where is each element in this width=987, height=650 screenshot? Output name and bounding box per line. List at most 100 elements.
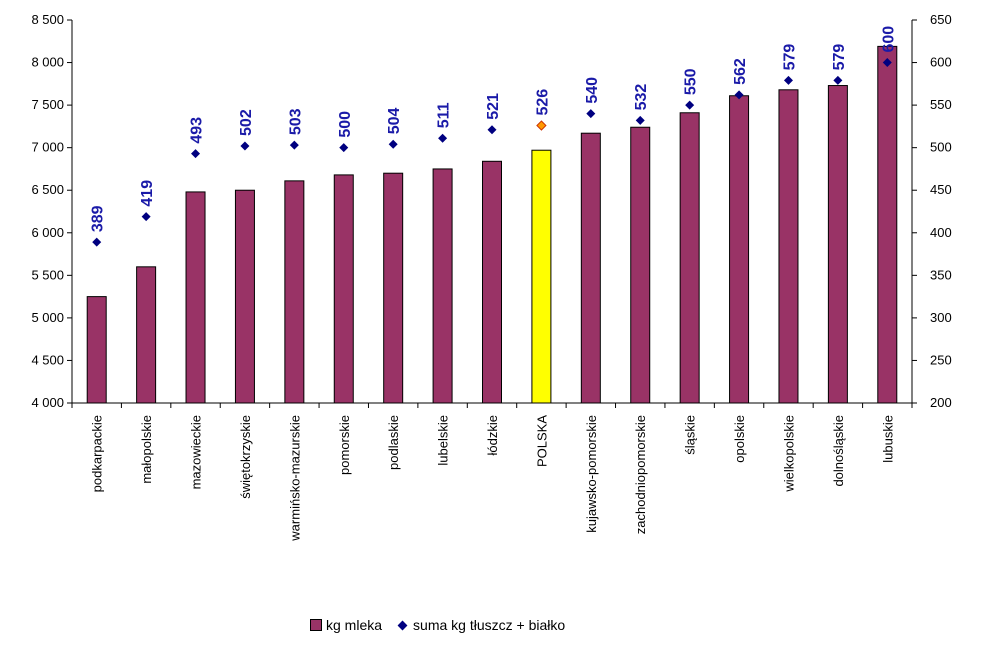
y-left-tick-label: 6 000 xyxy=(31,225,64,240)
legend-item-bars: kg mleka xyxy=(310,617,382,633)
bar xyxy=(729,95,750,404)
y-right-tick-label: 650 xyxy=(930,12,952,27)
data-label: 550 xyxy=(683,68,700,95)
point xyxy=(685,100,695,110)
y-right-tick-label: 550 xyxy=(930,97,952,112)
legend: kg mleka suma kg tłuszcz + białko xyxy=(310,617,565,633)
x-tick-label: POLSKA xyxy=(534,415,549,467)
point xyxy=(92,237,102,247)
bar xyxy=(778,89,799,404)
data-label: 500 xyxy=(337,111,354,138)
bar xyxy=(136,266,157,404)
y-left-tick-label: 8 500 xyxy=(31,12,64,27)
y-right-tick-label: 450 xyxy=(930,182,952,197)
data-labels: 389 419 493 502 503 500 504 511 521 526 540 532 550 5… xyxy=(90,26,898,232)
data-label: 579 xyxy=(831,44,848,71)
legend-marker-points xyxy=(397,620,408,630)
data-label: 521 xyxy=(485,93,502,120)
point xyxy=(191,149,201,159)
x-tick-label: zachodniopomorskie xyxy=(633,415,648,534)
point xyxy=(586,109,596,119)
y-right-tick-label: 350 xyxy=(930,267,952,282)
x-tick-label: pomorskie xyxy=(337,415,352,475)
y-right-tick-label: 250 xyxy=(930,352,952,367)
x-tick-label: mazowieckie xyxy=(189,415,204,489)
bar xyxy=(630,126,651,404)
point xyxy=(734,90,744,100)
point xyxy=(783,75,793,85)
bar xyxy=(580,132,601,404)
data-label: 526 xyxy=(534,89,551,116)
x-tick-label: świętokrzyskie xyxy=(238,415,253,499)
y-left-tick-label: 7 000 xyxy=(31,140,64,155)
bar xyxy=(234,189,255,404)
bar xyxy=(86,296,107,404)
bar xyxy=(531,149,552,404)
data-label: 540 xyxy=(584,77,601,104)
x-tick-label: lubuskie xyxy=(880,415,895,463)
data-label: 419 xyxy=(139,180,156,207)
bar xyxy=(185,191,206,404)
bar xyxy=(333,174,354,404)
x-tick-label: małopolskie xyxy=(139,415,154,484)
y-left-tick-label: 4 000 xyxy=(31,395,64,410)
bar xyxy=(432,168,453,404)
x-tick-label: warmińsko-mazurskie xyxy=(287,415,302,542)
legend-item-points: suma kg tłuszcz + białko xyxy=(396,617,565,633)
y-left-tick-label: 5 500 xyxy=(31,267,64,282)
data-label: 502 xyxy=(238,109,255,136)
point xyxy=(487,125,497,135)
x-tick-label: lubelskie xyxy=(436,415,451,466)
point xyxy=(141,212,151,222)
legend-label-points: suma kg tłuszcz + białko xyxy=(413,617,566,633)
x-tick-label: dolnośląskie xyxy=(831,415,846,487)
y-left-tick-label: 7 500 xyxy=(31,97,64,112)
y-right-tick-label: 400 xyxy=(930,225,952,240)
bar xyxy=(383,172,404,404)
y-right-tick-label: 600 xyxy=(930,55,952,70)
x-tick-label: wielkopolskie xyxy=(781,415,796,493)
legend-swatch-bars xyxy=(310,619,322,631)
point xyxy=(388,139,398,149)
bar xyxy=(827,85,848,404)
y-left-tick-label: 5 000 xyxy=(31,310,64,325)
legend-label-bars: kg mleka xyxy=(326,617,383,633)
data-label: 600 xyxy=(880,26,897,53)
point xyxy=(833,75,843,85)
point xyxy=(240,141,250,151)
x-tick-label: śląskie xyxy=(683,415,698,455)
data-label: 503 xyxy=(287,108,304,135)
points xyxy=(92,58,892,247)
bar xyxy=(482,160,502,404)
x-tick-label: podlaskie xyxy=(386,415,401,470)
y-right-tick-label: 200 xyxy=(930,395,952,410)
point xyxy=(536,120,547,131)
y-right-tick-label: 300 xyxy=(930,310,952,325)
y-left-tick-label: 6 500 xyxy=(31,182,64,197)
point xyxy=(339,143,349,153)
bars xyxy=(86,45,898,404)
x-tick-label: opolskie xyxy=(732,415,747,463)
y-left-tick-label: 4 500 xyxy=(31,352,64,367)
x-tick-label: łódzkie xyxy=(485,415,500,455)
y-right-tick-label: 500 xyxy=(930,140,952,155)
data-label: 493 xyxy=(189,117,206,144)
point xyxy=(289,140,299,150)
y-left-tick-label: 8 000 xyxy=(31,55,64,70)
point xyxy=(438,133,448,143)
bar xyxy=(679,112,700,404)
x-tick-label: podkarpackie xyxy=(90,415,105,492)
data-label: 579 xyxy=(781,44,798,71)
point xyxy=(635,115,645,125)
data-label: 562 xyxy=(732,58,749,85)
data-label: 389 xyxy=(90,205,107,232)
x-tick-label: kujawsko-pomorskie xyxy=(584,415,599,533)
data-label: 511 xyxy=(436,102,453,128)
data-label: 504 xyxy=(386,107,403,134)
bar xyxy=(284,180,305,404)
point xyxy=(882,58,892,68)
axes: 4 000 4 500 5 000 5 500 6 000 6 500 7 000 7 500… xyxy=(31,12,951,542)
data-label: 532 xyxy=(633,84,650,111)
bar xyxy=(877,45,898,404)
